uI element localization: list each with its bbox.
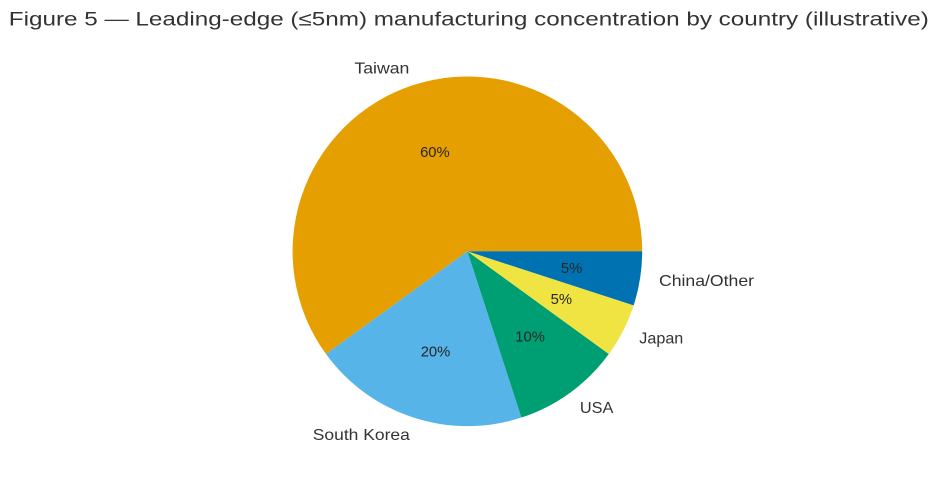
svg-text:Figure 5 — Leading-edge (≤5nm): Figure 5 — Leading-edge (≤5nm) manufactu… [9, 10, 929, 31]
svg-text:Taiwan: Taiwan [354, 61, 409, 78]
svg-text:South Korea: South Korea [313, 427, 410, 444]
svg-text:5%: 5% [551, 292, 572, 308]
svg-text:60%: 60% [420, 145, 450, 161]
svg-text:20%: 20% [421, 345, 451, 361]
svg-text:10%: 10% [515, 329, 545, 345]
svg-text:China/Other: China/Other [659, 273, 754, 290]
svg-text:Japan: Japan [639, 331, 683, 348]
svg-text:USA: USA [580, 400, 614, 417]
svg-text:5%: 5% [561, 261, 582, 277]
